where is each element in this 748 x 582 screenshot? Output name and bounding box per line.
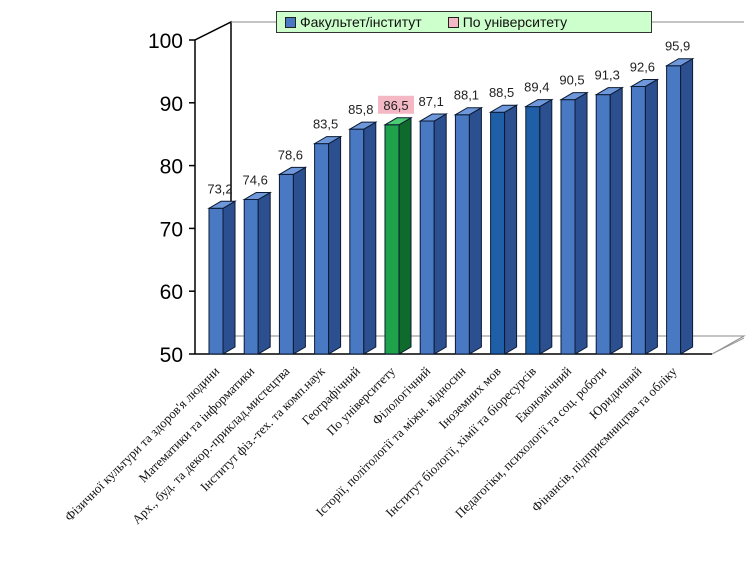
data-label: 87,1 [419,94,444,109]
y-tick-label: 60 [160,281,183,304]
bar-front [278,173,294,355]
bar-side [292,166,306,355]
bar-front [349,128,365,355]
bar-front [243,199,259,355]
bar-top [594,87,625,96]
bar-top [453,107,484,116]
legend-label-faculty: Факультет/інститут [300,14,422,30]
bar-top [488,104,519,113]
legend-label-university: По університету [462,14,568,30]
bar-side [257,191,271,355]
y-tick-label: 100 [148,30,183,53]
y-tick-label: 70 [160,218,183,241]
data-label: 83,5 [313,117,338,132]
bar-front [208,207,224,355]
bar-top [383,117,413,126]
x-category-label: Фізичної культури та здоров'я людини [62,363,223,524]
data-label: 73,2 [207,181,232,196]
bar-top [664,58,695,67]
bar-side [680,57,694,355]
bar-side [433,113,447,355]
bar-front [419,120,435,355]
legend-item-university: По університету [447,14,568,30]
bar-top [629,78,660,87]
bar-front [314,143,330,355]
data-label: 78,6 [278,147,303,162]
y-tick-label: 80 [160,156,183,179]
floor-edge [711,337,745,355]
bar-side [609,86,623,355]
bar-top [347,121,378,130]
bar-front [525,106,541,355]
back-wall-left [194,20,232,354]
legend-swatch-university [447,16,459,28]
data-label: 95,9 [665,39,690,54]
bar-side [328,135,342,355]
legend-swatch-faculty [285,16,296,28]
bar-front [490,111,506,355]
bar-front [595,94,611,355]
legend-item-faculty: Факультет/інститут [285,14,422,30]
data-label: 88,1 [454,88,479,103]
bar-top [207,200,237,209]
data-label: 85,8 [348,102,373,117]
bar-top [523,99,554,108]
bar-top [312,136,343,145]
bar-side [539,98,553,355]
y-tick-label: 90 [160,93,183,116]
data-label: 86,5 [383,98,408,113]
bar-top [559,92,589,101]
bar-side [644,78,658,355]
data-label: 92,6 [630,59,655,74]
y-tick-label: 50 [160,344,183,367]
bar-side [468,106,482,355]
chart-legend: Факультет/інститут По університету [276,11,652,33]
bar-side [398,116,412,355]
data-label: 91,3 [595,68,620,83]
bar-side [363,121,377,355]
bar-front [454,114,470,355]
bar-side [574,91,588,355]
x-category-label: Арх., буд. та декор.-приклад.мистецтва [129,363,293,527]
data-label: 88,5 [489,85,514,100]
data-label: 90,5 [559,73,584,88]
bar-side [504,104,518,355]
bar-top [277,166,308,175]
bar-top [242,192,273,201]
bar-front [384,124,400,355]
bar-side [222,200,236,355]
bar-front [630,85,646,355]
highlight-label-bg [378,95,414,114]
data-label: 74,6 [243,173,268,188]
bar-front [560,99,576,355]
bar-front [666,65,682,355]
data-label: 89,4 [524,80,549,95]
bar-top [418,113,449,122]
